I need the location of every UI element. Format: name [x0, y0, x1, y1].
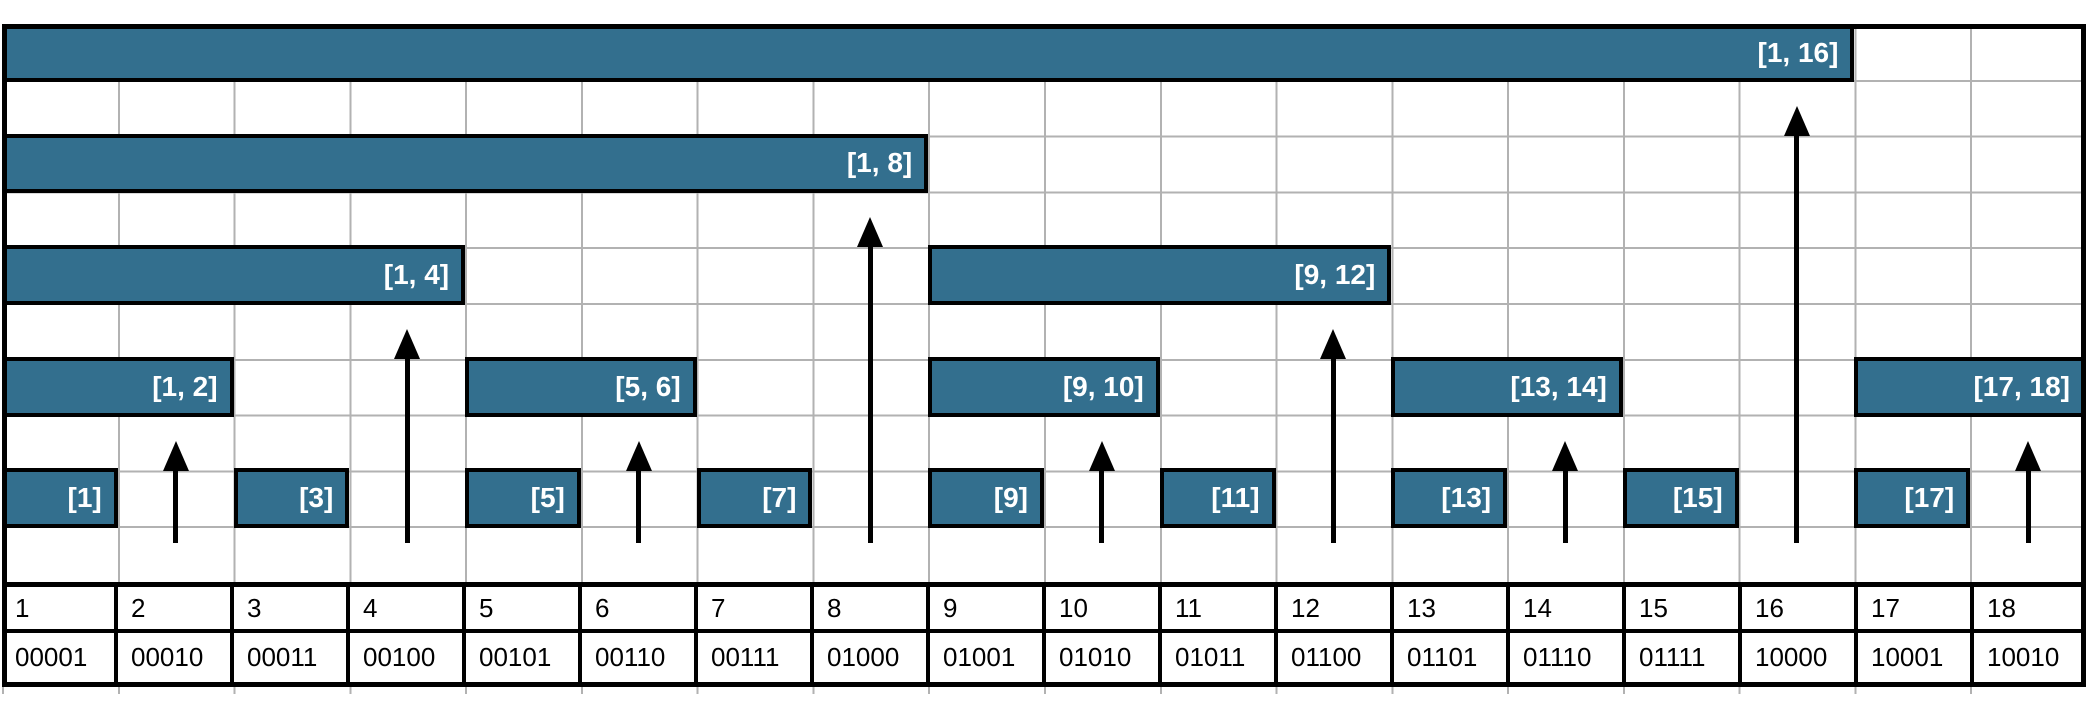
arrow-head-icon — [1783, 105, 1810, 136]
up-arrow-col-10 — [1088, 440, 1115, 543]
range-bar-17-18: [17, 18] — [1854, 356, 2086, 417]
arrow-shaft — [173, 470, 179, 543]
index-cell-14: 14 — [1510, 587, 1626, 629]
up-arrow-col-2 — [162, 440, 189, 543]
arrow-shaft — [636, 470, 642, 543]
range-bar-1-16: [1, 16] — [2, 24, 1855, 82]
index-cell-5: 5 — [466, 587, 582, 629]
binary-cell-16: 10000 — [1742, 633, 1858, 682]
range-bar-3: [3] — [233, 468, 350, 529]
up-arrow-col-12 — [1320, 329, 1347, 543]
range-bar-1-2: [1, 2] — [2, 356, 234, 417]
up-arrow-col-18 — [2015, 440, 2042, 543]
range-bar-1: [1] — [2, 468, 118, 529]
arrow-shaft — [2025, 470, 2031, 543]
range-bar-1-8: [1, 8] — [2, 133, 929, 194]
arrow-head-icon — [2015, 440, 2042, 471]
range-bar-9: [9] — [928, 468, 1044, 529]
arrow-shaft — [1099, 470, 1105, 543]
binary-cell-17: 10001 — [1858, 633, 1974, 682]
binary-cell-8: 01000 — [814, 633, 930, 682]
arrow-shaft — [1330, 359, 1336, 543]
index-cell-11: 11 — [1162, 587, 1278, 629]
diagram-area: [1, 16] [1, 8] [1, 4] [9, 12] [1, 2] [5, 6] [9… — [2, 24, 2086, 694]
range-bar-7: [7] — [696, 468, 813, 529]
index-row: 1 2 3 4 5 6 7 8 9 10 11 12 13 14 15 16 17 18 — [2, 582, 2086, 633]
index-cell-12: 12 — [1278, 587, 1394, 629]
arrow-head-icon — [625, 440, 652, 471]
index-cell-16: 16 — [1742, 587, 1858, 629]
binary-cell-18: 10010 — [1987, 642, 2060, 672]
index-cell-3: 3 — [234, 587, 350, 629]
arrow-shaft — [404, 359, 410, 543]
arrow-head-icon — [162, 440, 189, 471]
index-cell-6: 6 — [582, 587, 698, 629]
index-cell-18: 18 — [1987, 592, 2016, 623]
binary-cell-1: 00001 — [2, 633, 118, 682]
range-bar-13-14: [13, 14] — [1391, 356, 1623, 417]
binary-cell-12: 01100 — [1278, 633, 1394, 682]
binary-cell-9: 01001 — [930, 633, 1046, 682]
index-cell-10: 10 — [1046, 587, 1162, 629]
binary-cell-14: 01110 — [1510, 633, 1626, 682]
binary-cell-2: 00010 — [118, 633, 234, 682]
arrow-head-icon — [1320, 329, 1347, 359]
up-arrow-col-14 — [1552, 440, 1578, 543]
index-cell-17: 17 — [1858, 587, 1974, 629]
up-arrow-col-6 — [625, 440, 652, 543]
range-bar-11: [11] — [1159, 468, 1276, 529]
range-bar-5: [5] — [465, 468, 581, 529]
arrow-shaft — [1562, 470, 1568, 543]
arrow-head-icon — [1552, 440, 1578, 471]
binary-cell-15: 01111 — [1626, 633, 1742, 682]
range-bar-9-12: [9, 12] — [928, 245, 1392, 305]
binary-row: 00001 00010 00011 00100 00101 00110 00111 01000… — [2, 633, 2086, 687]
binary-cell-11: 01011 — [1162, 633, 1278, 682]
binary-cell-3: 00011 — [234, 633, 350, 682]
index-cell-4: 4 — [350, 587, 466, 629]
binary-cell-4: 00100 — [350, 633, 466, 682]
index-cell-1: 1 — [2, 587, 118, 629]
binary-cell-5: 00101 — [466, 633, 582, 682]
index-cell-8: 8 — [814, 587, 930, 629]
index-cell-9: 9 — [930, 587, 1046, 629]
index-cell-15: 15 — [1626, 587, 1742, 629]
arrow-head-icon — [1088, 440, 1115, 471]
range-bar-17: [17] — [1854, 468, 1971, 529]
binary-cell-7: 00111 — [698, 633, 814, 682]
range-bar-1-4: [1, 4] — [2, 245, 466, 305]
range-bar-9-10: [9, 10] — [928, 356, 1160, 417]
binary-cell-13: 01101 — [1394, 633, 1510, 682]
arrow-shaft — [867, 247, 873, 543]
arrow-head-icon — [394, 329, 421, 359]
index-cell-2: 2 — [118, 587, 234, 629]
range-bar-15: [15] — [1622, 468, 1739, 529]
range-bar-5-6: [5, 6] — [465, 356, 697, 417]
up-arrow-col-16 — [1783, 105, 1810, 543]
index-cell-7: 7 — [698, 587, 814, 629]
up-arrow-col-8 — [857, 217, 884, 543]
up-arrow-col-4 — [394, 329, 421, 543]
index-cell-13: 13 — [1394, 587, 1510, 629]
range-bar-13: [13] — [1391, 468, 1508, 529]
arrow-shaft — [1794, 135, 1800, 543]
binary-cell-6: 00110 — [582, 633, 698, 682]
arrow-head-icon — [857, 217, 884, 248]
binary-cell-10: 01010 — [1046, 633, 1162, 682]
